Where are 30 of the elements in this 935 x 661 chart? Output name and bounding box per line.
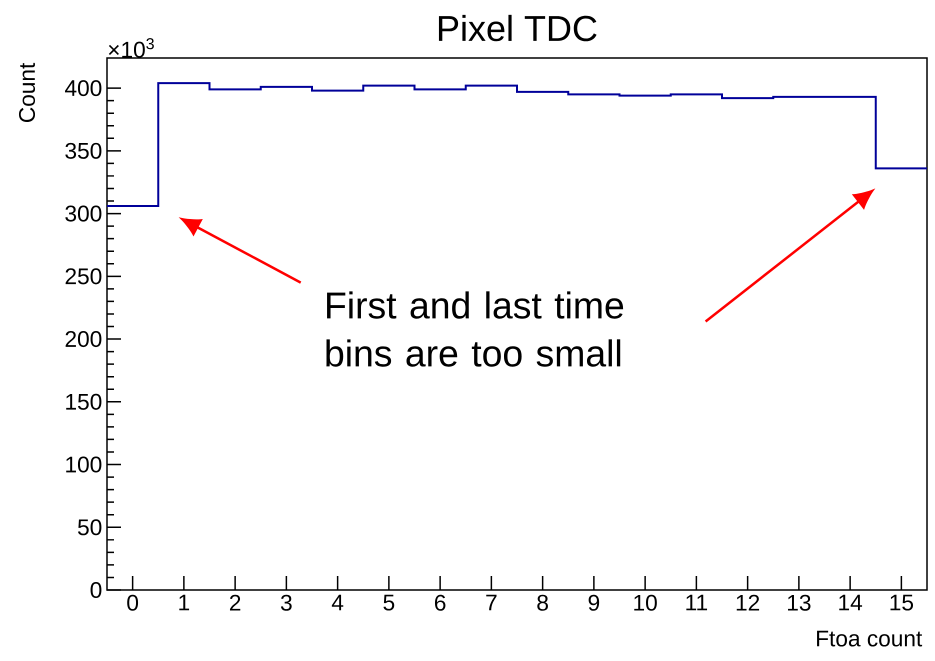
y-tick-label: 300 bbox=[65, 206, 102, 222]
x-tick-label: 3 bbox=[280, 594, 292, 611]
x-tick-label: 8 bbox=[537, 594, 548, 611]
y-tick-label: 200 bbox=[66, 331, 102, 348]
y-tick-label: 150 bbox=[66, 394, 102, 410]
x-tick-label: 15 bbox=[890, 594, 914, 611]
x-tick-label: 0 bbox=[127, 594, 138, 611]
y-tick-label: 50 bbox=[78, 519, 102, 536]
x-tick-label: 1 bbox=[179, 594, 190, 610]
x-tick-label: 12 bbox=[736, 594, 760, 611]
x-tick-label: 14 bbox=[839, 594, 862, 610]
y-tick-label: 400 bbox=[64, 80, 102, 96]
x-axis-title: Ftoa count bbox=[817, 630, 922, 647]
text: ×10$^{3}$ bbox=[108, 38, 154, 58]
x-tick-label: 5 bbox=[383, 594, 394, 611]
y-tick-label: 350 bbox=[65, 142, 102, 159]
x-tick-label: 11 bbox=[686, 594, 708, 610]
y-tick-label: 250 bbox=[66, 268, 102, 284]
x-tick-label: 13 bbox=[788, 594, 810, 611]
x-tick-label: 6 bbox=[434, 594, 446, 611]
annotation: First and last time bins are too small bbox=[326, 291, 624, 367]
chart-title: Pixel TDC bbox=[438, 14, 597, 42]
y-tick-label: 0 bbox=[90, 582, 102, 598]
x-tick-label: 9 bbox=[588, 594, 600, 611]
y-tick-label: 100 bbox=[66, 456, 102, 473]
x-tick-label: 2 bbox=[230, 594, 240, 611]
x-tick-label: 7 bbox=[486, 594, 497, 610]
y-axis-title: Count bbox=[18, 62, 36, 122]
x-tick-label: 4 bbox=[332, 594, 344, 610]
x-tick-label: 10 bbox=[634, 594, 657, 611]
